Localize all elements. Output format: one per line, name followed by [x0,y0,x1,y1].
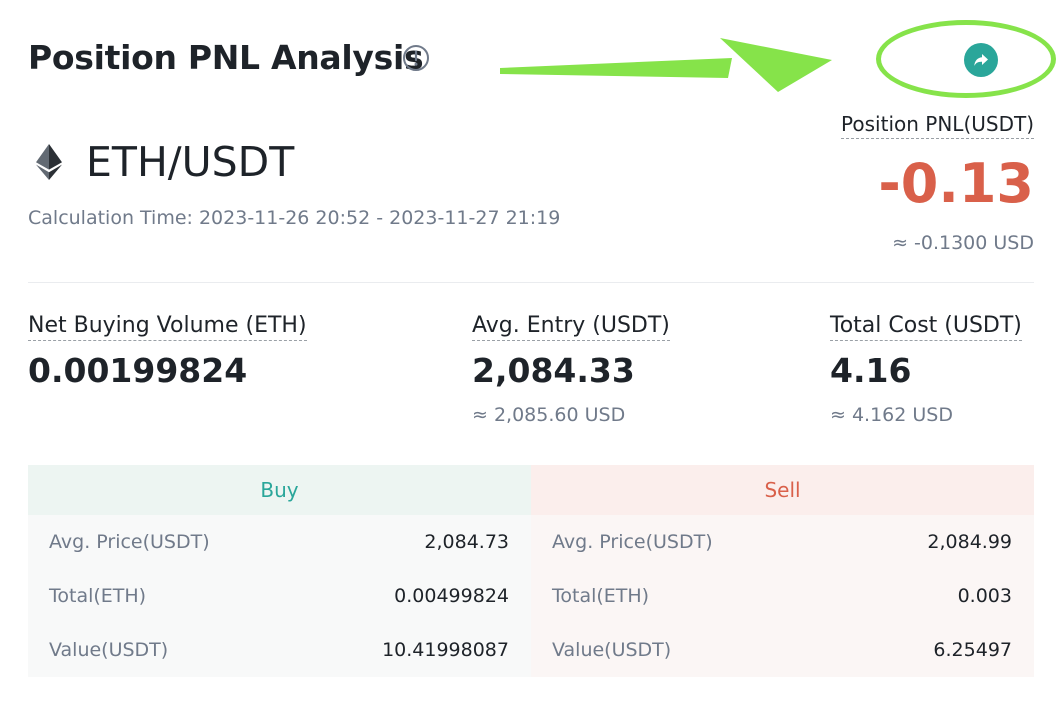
position-pnl-label[interactable]: Position PNL(USDT) [841,112,1034,139]
position-pnl-usd: ≈ -0.1300 USD [892,232,1034,254]
table-row: Value(USDT) 6.25497 [531,623,1034,677]
buy-sell-table: Buy Avg. Price(USDT) 2,084.73 Total(ETH)… [28,465,1034,677]
table-row: Value(USDT) 10.41998087 [28,623,531,677]
table-row: Total(ETH) 0.00499824 [28,569,531,623]
row-value: 2,084.99 [927,531,1012,553]
metric-value: 0.00199824 [28,351,248,390]
metric-usd: ≈ 4.162 USD [830,404,953,426]
metric-avg-entry: Avg. Entry (USDT) 2,084.33 ≈ 2,085.60 US… [472,313,670,426]
row-label: Avg. Price(USDT) [552,531,713,553]
page-title: Position PNL Analysis [28,38,424,77]
table-row: Avg. Price(USDT) 2,084.99 [531,515,1034,569]
info-icon[interactable] [402,44,430,72]
divider [28,282,1034,283]
annotation-arrow [500,38,832,92]
buy-header: Buy [28,465,531,515]
share-button[interactable] [964,43,998,77]
row-value: 2,084.73 [424,531,509,553]
sell-column: Sell Avg. Price(USDT) 2,084.99 Total(ETH… [531,465,1034,677]
row-label: Total(ETH) [552,585,650,607]
metric-net-buying-volume: Net Buying Volume (ETH) 0.00199824 [28,313,307,390]
metric-usd: ≈ 2,085.60 USD [472,404,626,426]
row-label: Value(USDT) [552,639,672,661]
table-row: Total(ETH) 0.003 [531,569,1034,623]
share-arrow-icon [974,54,988,66]
row-value: 0.003 [957,585,1012,607]
table-row: Avg. Price(USDT) 2,084.73 [28,515,531,569]
position-pnl-value: -0.13 [878,152,1034,215]
metric-value: 2,084.33 [472,351,635,390]
ethereum-icon [36,144,62,180]
annotation-highlight-circle [876,20,1056,98]
metric-value: 4.16 [830,351,912,390]
row-label: Total(ETH) [49,585,147,607]
row-label: Avg. Price(USDT) [49,531,210,553]
metric-label[interactable]: Total Cost (USDT) [830,313,1022,341]
sell-header: Sell [531,465,1034,515]
row-value: 10.41998087 [382,639,509,661]
buy-column: Buy Avg. Price(USDT) 2,084.73 Total(ETH)… [28,465,531,677]
metric-total-cost: Total Cost (USDT) 4.16 ≈ 4.162 USD [830,313,1022,426]
row-value: 0.00499824 [394,585,509,607]
metric-label[interactable]: Avg. Entry (USDT) [472,313,670,341]
calculation-time: Calculation Time: 2023-11-26 20:52 - 202… [28,207,561,229]
row-label: Value(USDT) [49,639,169,661]
row-value: 6.25497 [933,639,1012,661]
trading-pair: ETH/USDT [86,138,295,186]
metric-label[interactable]: Net Buying Volume (ETH) [28,313,307,341]
